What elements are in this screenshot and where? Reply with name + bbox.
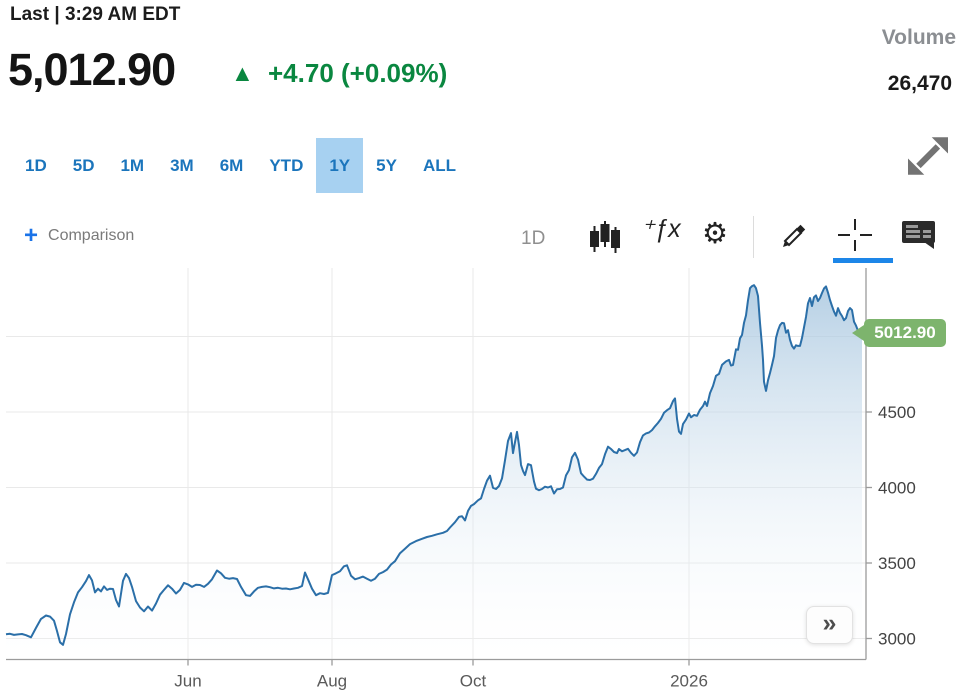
range-tab-3m[interactable]: 3M <box>170 155 194 175</box>
fx-icon[interactable]: ⁺ƒx <box>641 215 681 243</box>
plus-icon: + <box>24 222 39 249</box>
chart-series <box>5 284 863 660</box>
interval-selector[interactable]: 1D <box>521 228 546 249</box>
x-axis-label: Oct <box>460 672 487 691</box>
y-axis-label: 4500 <box>878 403 916 422</box>
range-tab-ytd[interactable]: YTD <box>269 155 304 175</box>
gear-icon[interactable]: ⚙ <box>702 218 728 250</box>
up-triangle-icon: ▲ <box>231 60 254 86</box>
x-axis-label: 2026 <box>670 672 708 691</box>
volume-label: Volume <box>881 26 956 49</box>
range-tab-5d[interactable]: 5D <box>72 155 95 175</box>
range-tab-1y[interactable]: 1Y <box>316 138 364 193</box>
range-tab-6m[interactable]: 6M <box>219 155 244 175</box>
toolbar-divider <box>753 216 754 258</box>
y-axis-label: 4000 <box>878 479 916 498</box>
comparison-label: Comparison <box>48 227 135 244</box>
last-price-timestamp: Last | 3:29 AM EDT <box>10 4 181 25</box>
x-axis-label: Aug <box>317 672 347 691</box>
range-tab-1m[interactable]: 1M <box>120 155 145 175</box>
pencil-icon[interactable] <box>776 218 808 250</box>
active-tool-underline <box>833 258 893 263</box>
candlestick-icon[interactable] <box>588 220 622 256</box>
fullscreen-expand-icon[interactable] <box>903 131 953 181</box>
range-tab-bar: 1D 5D 1M 3M 6M YTD 1Y 5Y ALL <box>12 138 469 193</box>
crosshair-icon[interactable] <box>836 216 874 254</box>
comment-icon[interactable] <box>901 220 939 250</box>
range-tab-all[interactable]: ALL <box>422 155 456 175</box>
y-axis-label: 3000 <box>878 630 916 649</box>
price-change: +4.70 (+0.09%) <box>268 58 448 88</box>
x-axis-label: Jun <box>174 672 201 691</box>
add-comparison-button[interactable]: + Comparison <box>24 224 134 248</box>
volume-value: 26,470 <box>887 72 952 95</box>
last-price: 5,012.90 <box>8 44 176 95</box>
chart-axes: 4500 4000 3500 3000 Jun Aug Oct 2026 <box>6 268 916 691</box>
y-axis-label: 3500 <box>878 554 916 573</box>
range-tab-5y[interactable]: 5Y <box>376 155 397 175</box>
last-price-badge: 5012.90 <box>852 319 946 347</box>
range-tab-1d[interactable]: 1D <box>25 155 47 175</box>
scroll-more-button[interactable]: » <box>806 606 853 644</box>
